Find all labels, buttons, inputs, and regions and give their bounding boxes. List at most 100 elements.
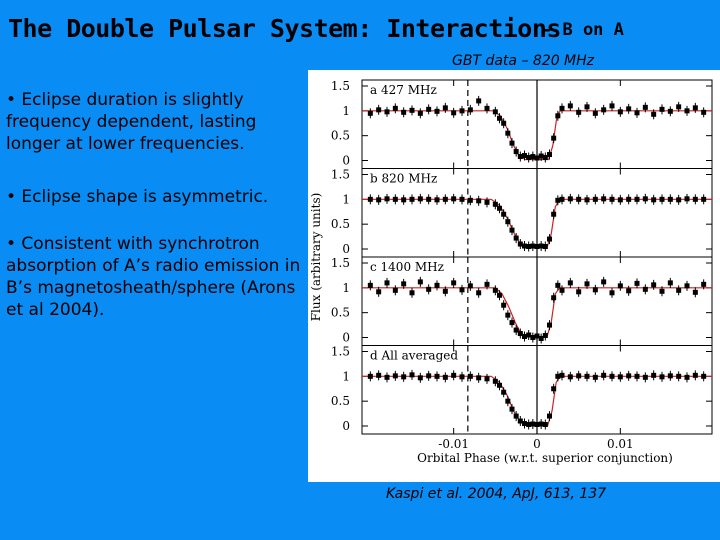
data-point — [567, 196, 573, 202]
data-point — [376, 107, 382, 113]
data-point — [513, 413, 519, 419]
data-point — [476, 290, 482, 296]
data-point — [534, 244, 540, 250]
x-tick-label: 0 — [533, 437, 541, 451]
data-point — [626, 196, 632, 202]
data-point — [676, 197, 682, 203]
data-point — [642, 196, 648, 202]
data-point — [576, 373, 582, 379]
data-point — [476, 198, 482, 204]
data-point — [417, 196, 423, 202]
data-point — [617, 283, 623, 289]
data-point — [392, 287, 398, 293]
data-point — [526, 244, 532, 250]
data-point — [534, 422, 540, 428]
bullet-eclipse-shape: • Eclipse shape is asymmetric. — [6, 187, 269, 207]
data-point — [459, 108, 465, 114]
data-point — [467, 283, 473, 289]
data-point — [530, 243, 536, 249]
data-point — [592, 374, 598, 380]
y-tick-label: 1.5 — [331, 168, 350, 182]
data-point — [551, 295, 557, 301]
data-point — [434, 197, 440, 203]
data-point — [492, 378, 498, 384]
data-point — [367, 110, 373, 116]
data-point — [459, 196, 465, 202]
y-tick-label: 1 — [342, 369, 350, 383]
data-point — [467, 197, 473, 203]
data-point — [417, 279, 423, 285]
data-point — [509, 140, 515, 146]
data-point — [426, 286, 432, 292]
data-point — [451, 372, 457, 378]
data-point — [434, 373, 440, 379]
data-point — [609, 290, 615, 296]
data-point — [555, 113, 561, 119]
data-point — [684, 108, 690, 114]
x-tick-label: -0.01 — [438, 437, 469, 451]
data-point — [609, 196, 615, 202]
data-point — [451, 110, 457, 116]
data-point — [526, 422, 532, 428]
data-point — [501, 302, 507, 308]
data-point — [547, 413, 552, 419]
y-tick-label: 1.5 — [331, 79, 350, 93]
data-point — [555, 197, 561, 203]
data-point — [659, 196, 665, 202]
data-point — [426, 106, 432, 112]
data-point — [684, 374, 690, 380]
data-point — [451, 196, 457, 202]
data-point — [551, 386, 557, 392]
data-point — [676, 104, 682, 110]
data-point — [497, 205, 502, 211]
data-point — [659, 288, 665, 294]
data-point — [409, 107, 415, 113]
data-point — [517, 418, 523, 424]
data-point — [509, 320, 515, 326]
data-point — [442, 105, 448, 111]
data-point — [617, 374, 623, 380]
data-point — [659, 374, 665, 380]
data-point — [538, 153, 544, 159]
data-point — [497, 292, 502, 298]
data-point — [667, 196, 673, 202]
data-point — [367, 282, 373, 288]
data-point — [513, 327, 519, 333]
data-point — [634, 280, 640, 286]
data-point — [584, 104, 590, 110]
data-point — [392, 105, 398, 111]
data-point — [659, 106, 665, 112]
data-point — [501, 211, 507, 217]
data-point — [376, 289, 382, 295]
data-point — [517, 331, 523, 337]
y-tick-label: 0 — [342, 154, 350, 168]
x-tick-label: 0.01 — [607, 437, 634, 451]
data-point — [626, 373, 632, 379]
data-point — [392, 373, 398, 379]
data-point — [513, 149, 519, 155]
data-point — [509, 406, 515, 412]
y-tick-label: 1.5 — [331, 345, 350, 359]
data-point — [497, 382, 502, 388]
data-point — [497, 115, 502, 121]
data-point — [592, 110, 598, 116]
data-point — [530, 335, 536, 340]
data-point — [651, 197, 657, 203]
data-point — [538, 243, 544, 249]
data-point — [626, 106, 632, 112]
data-point — [522, 153, 527, 159]
data-point — [634, 373, 640, 379]
data-point — [384, 196, 390, 202]
data-point — [509, 227, 515, 233]
figure-caption: GBT data – 820 MHz — [452, 53, 595, 69]
data-point — [467, 107, 473, 113]
data-point — [505, 312, 511, 318]
data-point — [617, 109, 623, 115]
data-point — [409, 290, 415, 296]
data-point — [492, 287, 498, 293]
data-point — [476, 98, 482, 104]
data-point — [551, 135, 557, 141]
data-point — [401, 197, 407, 203]
data-point — [501, 120, 507, 126]
data-point — [467, 373, 473, 379]
